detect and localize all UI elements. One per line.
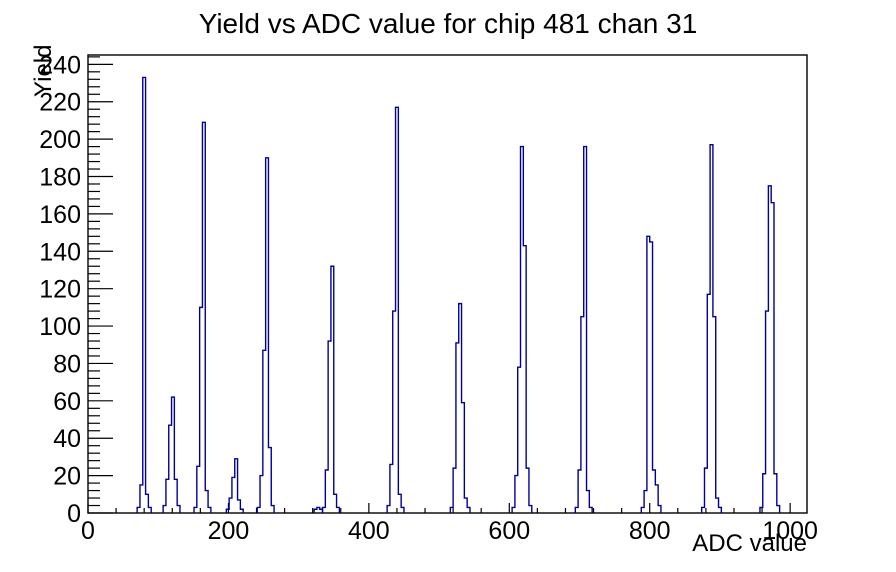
y-tick-label: 120 bbox=[39, 276, 81, 304]
histogram-peak bbox=[225, 458, 244, 513]
histogram-series bbox=[136, 76, 781, 513]
chart-title: Yield vs ADC value for chip 481 chan 31 bbox=[198, 8, 698, 39]
x-tick-label: 400 bbox=[348, 517, 390, 545]
x-tick-label: 200 bbox=[208, 517, 250, 545]
y-tick-label: 140 bbox=[39, 238, 81, 266]
histogram-peak bbox=[313, 506, 324, 513]
y-tick-label: 80 bbox=[53, 350, 81, 378]
x-axis: 0 200 400 600 800 1000 bbox=[81, 503, 818, 545]
y-tick-label: 160 bbox=[39, 201, 81, 229]
x-tick-label: 600 bbox=[488, 517, 530, 545]
histogram-peak bbox=[574, 145, 593, 513]
y-axis: 0 20 40 60 80 100 120 140 160 180 200 220 240 bbox=[39, 51, 113, 528]
plot-frame bbox=[87, 54, 808, 514]
histogram-peak bbox=[386, 106, 405, 513]
y-tick-label: 100 bbox=[39, 313, 81, 341]
y-tick-label: 220 bbox=[39, 89, 81, 117]
histogram-peak bbox=[256, 157, 275, 513]
y-tick-label: 240 bbox=[39, 51, 81, 79]
histogram-peak bbox=[136, 76, 152, 513]
x-axis-title: ADC value bbox=[692, 530, 807, 557]
x-tick-label: 800 bbox=[629, 517, 671, 545]
histogram-peak bbox=[321, 265, 341, 513]
x-tick-label: 1000 bbox=[762, 517, 818, 545]
histogram-peak bbox=[449, 302, 471, 513]
histogram-peak bbox=[759, 185, 781, 513]
y-tick-label: 40 bbox=[53, 425, 81, 453]
y-tick-label: 200 bbox=[39, 126, 81, 154]
histogram-peak bbox=[700, 144, 723, 513]
histogram-peak bbox=[162, 396, 181, 513]
y-tick-label: 60 bbox=[53, 388, 81, 416]
y-tick-label: 0 bbox=[67, 500, 81, 528]
y-tick-label: 180 bbox=[39, 164, 81, 192]
histogram-peak bbox=[511, 145, 533, 513]
histogram-peak bbox=[640, 235, 662, 513]
histogram-peak bbox=[193, 121, 212, 513]
y-tick-label: 20 bbox=[53, 463, 81, 491]
x-tick-label: 0 bbox=[81, 517, 95, 545]
